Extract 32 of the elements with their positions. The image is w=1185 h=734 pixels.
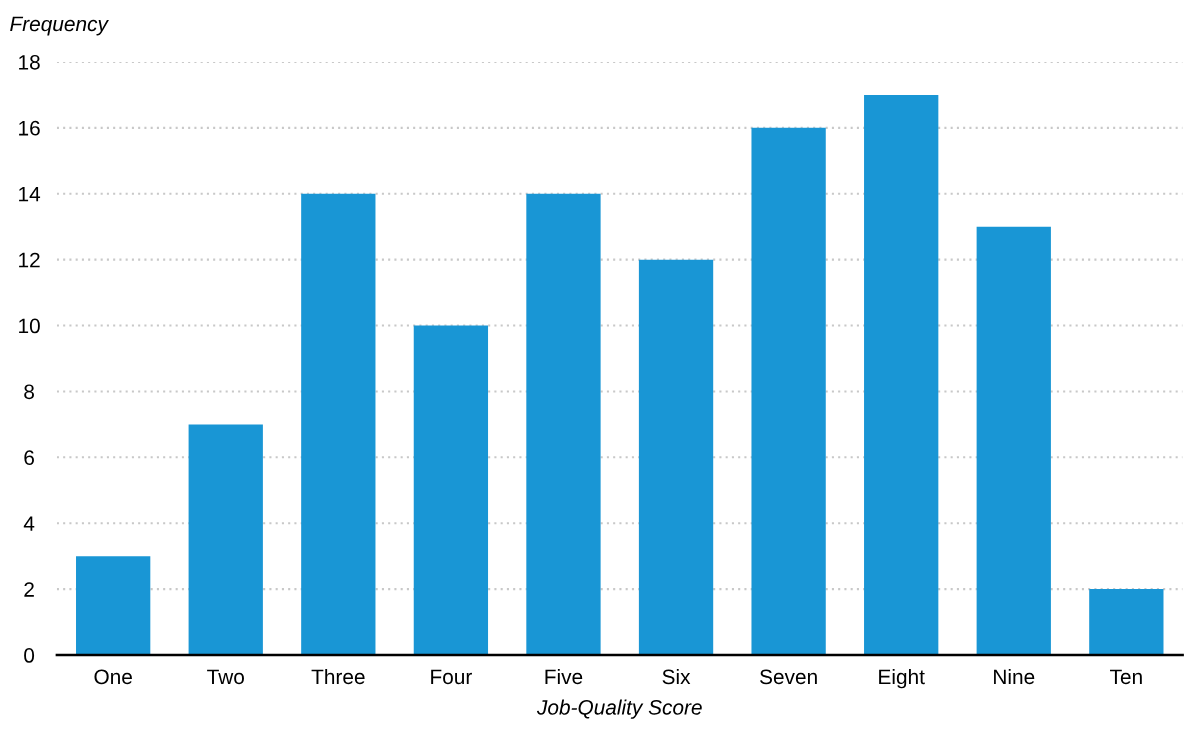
x-axis-title: Job-Quality Score xyxy=(536,699,702,719)
bar xyxy=(1089,589,1164,656)
x-tick-label: Two xyxy=(207,669,244,685)
y-tick-label: 10 xyxy=(19,318,40,334)
x-tick-label: Six xyxy=(662,668,691,685)
y-tick-label: 4 xyxy=(23,516,35,531)
bar xyxy=(526,193,601,656)
bar xyxy=(864,94,939,656)
x-tick-label: One xyxy=(94,669,132,685)
bar xyxy=(638,259,714,656)
bar xyxy=(751,127,826,656)
y-tick-label: 0 xyxy=(24,648,35,663)
x-tick-label: Four xyxy=(431,669,472,685)
y-tick-label: 14 xyxy=(19,186,41,202)
y-tick-label: 6 xyxy=(24,450,34,466)
bar xyxy=(976,226,1051,656)
y-tick-label: 8 xyxy=(24,384,34,400)
y-axis-title: Frequency xyxy=(10,16,109,36)
x-tick-label: Ten xyxy=(1110,669,1142,685)
x-tick-label: Eight xyxy=(879,668,925,689)
y-tick-label: 18 xyxy=(19,54,40,70)
x-tick-label: Five xyxy=(545,668,583,685)
x-tick-label: Nine xyxy=(994,668,1035,685)
x-tick-label: Three xyxy=(311,668,365,685)
bar xyxy=(188,424,263,656)
bar xyxy=(413,325,489,656)
bar xyxy=(76,556,151,656)
bar xyxy=(301,193,376,656)
y-tick-label: 2 xyxy=(24,582,34,597)
y-tick-label: 16 xyxy=(19,120,40,136)
x-tick-label: Seven xyxy=(760,669,817,685)
y-tick-label: 12 xyxy=(19,252,40,268)
